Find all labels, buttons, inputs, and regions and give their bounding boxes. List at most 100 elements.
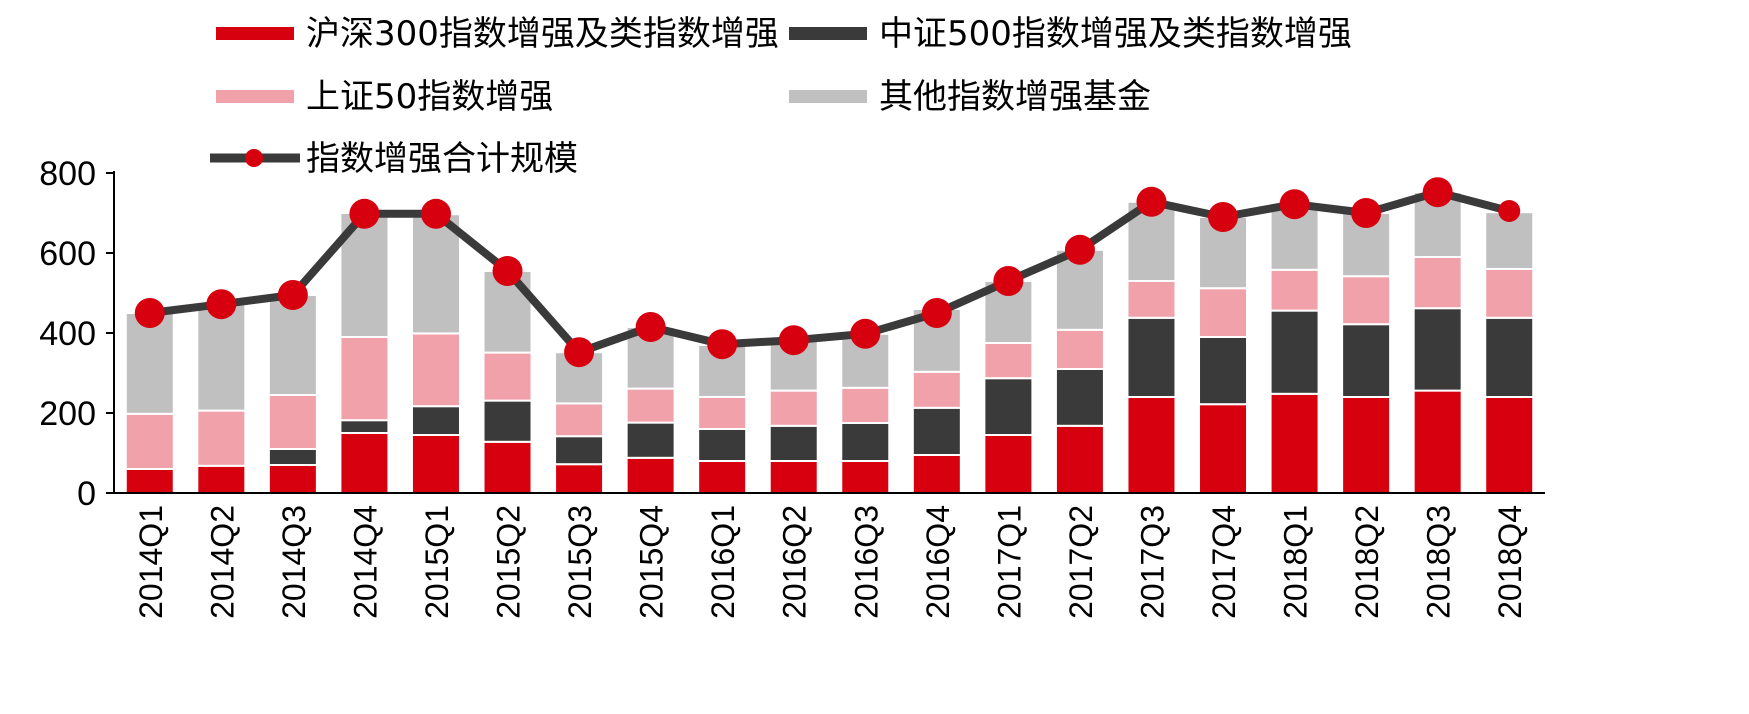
legend-swatch-0 xyxy=(216,27,294,40)
line-marker-2015Q2 xyxy=(492,256,523,286)
bar-2014Q4-s1 xyxy=(339,419,390,435)
bar-2017Q3-s1 xyxy=(1126,316,1177,398)
bar-2018Q1-s0 xyxy=(1269,392,1320,494)
bar-2016Q4-s1 xyxy=(911,406,962,456)
x-tick-label-2014Q4: 2014Q4 xyxy=(347,505,383,619)
bar-2016Q3-s2 xyxy=(840,386,891,424)
line-marker-2017Q3 xyxy=(1136,186,1167,217)
line-marker-2014Q2 xyxy=(206,289,237,320)
bar-2018Q1-s2 xyxy=(1269,268,1320,312)
bar-2016Q1-s1 xyxy=(697,428,748,462)
bar-2014Q1-s3 xyxy=(124,312,175,415)
line-marker-2017Q2 xyxy=(1064,234,1095,265)
bar-2018Q4-s3 xyxy=(1484,211,1535,270)
legend-label-0: 沪深300指数增强及类指数增强 xyxy=(306,14,779,54)
line-marker-2018Q4 xyxy=(1498,200,1521,222)
x-tick-label-2018Q4: 2018Q4 xyxy=(1492,505,1528,619)
bar-2018Q4-s2 xyxy=(1484,268,1535,319)
line-marker-2014Q4 xyxy=(349,198,380,229)
bar-2018Q3-s0 xyxy=(1412,389,1463,495)
y-tick-label-400: 400 xyxy=(39,315,96,353)
bar-2015Q3-s0 xyxy=(554,463,605,495)
bar-2018Q2-s2 xyxy=(1341,275,1392,326)
x-tick-label-2015Q3: 2015Q3 xyxy=(562,505,598,619)
x-tick-label-2014Q1: 2014Q1 xyxy=(133,505,169,619)
x-tick-label-2017Q4: 2017Q4 xyxy=(1206,505,1242,619)
line-marker-2016Q3 xyxy=(850,318,881,349)
bar-2015Q4-s2 xyxy=(625,387,676,424)
x-tick-label-2015Q1: 2015Q1 xyxy=(419,505,455,619)
bar-2016Q3-s0 xyxy=(840,460,891,494)
bar-2017Q4-s2 xyxy=(1198,287,1249,339)
y-tick-label-800: 800 xyxy=(39,155,96,193)
line-marker-2017Q1 xyxy=(993,266,1024,296)
bar-2014Q1-s2 xyxy=(124,412,175,470)
x-tick-label-2014Q3: 2014Q3 xyxy=(276,505,312,619)
bar-2016Q2-s2 xyxy=(768,389,819,427)
bar-2018Q1-s1 xyxy=(1269,309,1320,395)
bar-2016Q3-s1 xyxy=(840,422,891,462)
line-marker-2015Q4 xyxy=(635,312,666,342)
legend-marker-4 xyxy=(245,149,263,167)
line-marker-2017Q4 xyxy=(1208,202,1239,232)
bar-2016Q1-s2 xyxy=(697,396,748,430)
bar-2014Q2-s3 xyxy=(196,303,247,412)
bar-2017Q2-s1 xyxy=(1054,368,1105,427)
bar-2014Q3-s0 xyxy=(267,464,318,494)
bars xyxy=(124,191,1535,495)
bar-2016Q1-s0 xyxy=(697,460,748,494)
legend-swatch-1 xyxy=(789,27,867,40)
x-tick-label-2017Q3: 2017Q3 xyxy=(1134,505,1170,619)
bar-2017Q1-s1 xyxy=(983,377,1034,437)
line-marker-2016Q1 xyxy=(707,329,738,360)
bar-2018Q3-s1 xyxy=(1412,307,1463,392)
bar-2015Q1-s2 xyxy=(410,332,461,408)
x-tick-label-2018Q3: 2018Q3 xyxy=(1421,505,1457,619)
bar-2018Q2-s0 xyxy=(1341,396,1392,494)
line-marker-2014Q1 xyxy=(134,298,165,328)
legend-label-2: 上证50指数增强 xyxy=(306,77,553,117)
bar-2017Q2-s2 xyxy=(1054,328,1105,370)
bar-2016Q2-s1 xyxy=(768,424,819,462)
y-tick-label-0: 0 xyxy=(77,475,96,513)
line-marker-2016Q2 xyxy=(778,325,809,356)
bar-2014Q4-s0 xyxy=(339,432,390,494)
x-tick-label-2016Q1: 2016Q1 xyxy=(705,505,741,619)
bar-2017Q2-s0 xyxy=(1054,424,1105,494)
bar-2015Q4-s0 xyxy=(625,456,676,494)
bar-2014Q3-s1 xyxy=(267,448,318,466)
bar-2018Q4-s0 xyxy=(1484,396,1535,494)
bar-2014Q4-s2 xyxy=(339,336,390,422)
bar-2015Q1-s1 xyxy=(410,405,461,437)
bar-2017Q3-s2 xyxy=(1126,280,1177,319)
bar-2018Q4-s1 xyxy=(1484,316,1535,398)
x-tick-label-2018Q1: 2018Q1 xyxy=(1278,505,1314,619)
legend-label-1: 中证500指数增强及类指数增强 xyxy=(879,14,1352,54)
bar-2014Q2-s2 xyxy=(196,409,247,467)
y-tick-label-600: 600 xyxy=(39,235,96,273)
bar-2017Q3-s0 xyxy=(1126,396,1177,494)
bar-2015Q2-s1 xyxy=(482,399,533,443)
bar-2015Q4-s3 xyxy=(625,326,676,390)
bar-2015Q3-s2 xyxy=(554,402,605,438)
y-tick-label-200: 200 xyxy=(39,395,96,433)
legend-label-3: 其他指数增强基金 xyxy=(879,77,1151,117)
bar-2017Q1-s2 xyxy=(983,342,1034,380)
bar-2017Q4-s0 xyxy=(1198,403,1249,495)
line-marker-2018Q3 xyxy=(1422,177,1453,208)
bar-2014Q3-s2 xyxy=(267,394,318,450)
bar-2014Q2-s0 xyxy=(196,464,247,494)
x-tick-label-2016Q3: 2016Q3 xyxy=(848,505,884,619)
bar-2018Q2-s1 xyxy=(1341,323,1392,399)
bar-2016Q4-s2 xyxy=(911,370,962,409)
bar-2015Q2-s0 xyxy=(482,440,533,494)
x-tick-label-2015Q4: 2015Q4 xyxy=(634,505,670,619)
line-marker-2018Q2 xyxy=(1351,198,1382,228)
total-line xyxy=(134,177,1521,368)
bar-2017Q4-s1 xyxy=(1198,336,1249,406)
bar-2018Q3-s2 xyxy=(1412,256,1463,310)
x-tick-label-2016Q2: 2016Q2 xyxy=(777,505,813,619)
